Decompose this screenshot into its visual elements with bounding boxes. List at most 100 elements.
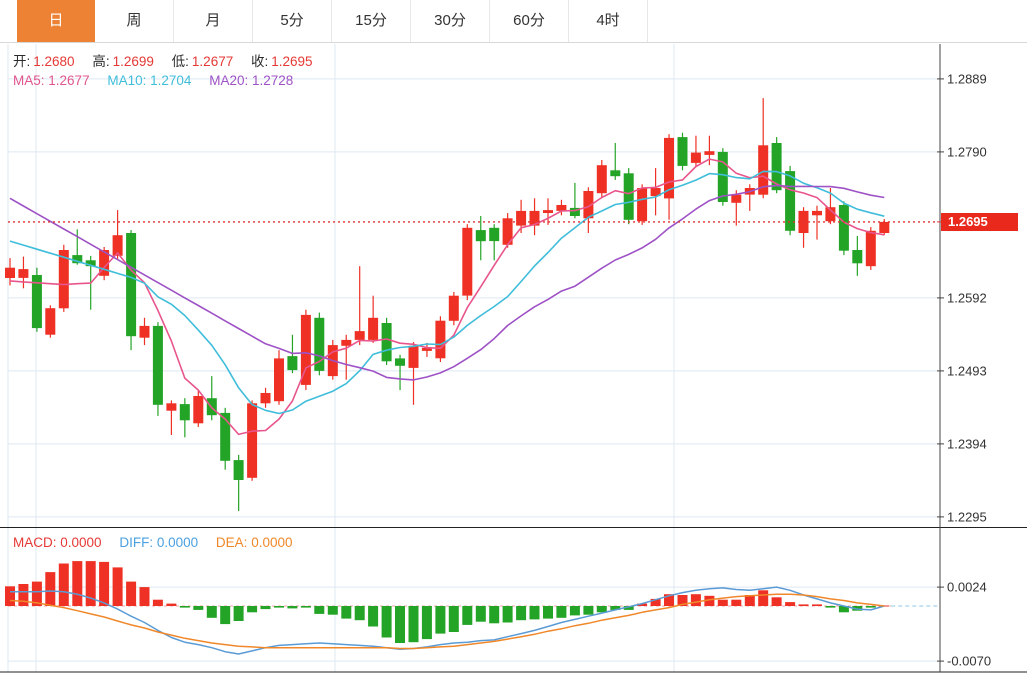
macd-bar [569, 606, 580, 616]
macd-bar [758, 590, 769, 606]
candle-body [838, 205, 849, 251]
ma10-line [9, 170, 885, 415]
macd-bar [516, 606, 527, 621]
macd-bar [556, 606, 567, 618]
macd-bar [206, 606, 217, 618]
ma20-label: MA20: [209, 73, 249, 88]
macd-bar [152, 599, 163, 606]
macd-bar [274, 606, 284, 608]
tab-5min[interactable]: 5分 [253, 0, 332, 42]
open-value: 1.2680 [33, 54, 75, 69]
candle-body [274, 358, 284, 402]
macd-bar [489, 606, 500, 624]
macd-bar [435, 606, 446, 634]
timeframe-tabbar: 日周月 5分 15分 30分 60分 4时 [0, 0, 1027, 43]
diff-value: 0.0000 [156, 535, 199, 550]
open-label: 开: [13, 54, 31, 69]
candle-body [381, 323, 392, 362]
candle-body [58, 250, 69, 309]
macd-bar [166, 603, 177, 606]
macd-bar [637, 603, 648, 606]
candle-body [623, 173, 634, 220]
candle-body [462, 227, 473, 296]
candlestick-series [5, 98, 890, 511]
candle-body [287, 356, 298, 371]
candle-body [637, 188, 648, 222]
macd-bar [650, 598, 661, 606]
candle-body [516, 210, 527, 226]
ma10-label: MA10: [107, 73, 147, 88]
macd-bar [395, 606, 405, 643]
axis-tick-label: 1.2790 [947, 144, 987, 159]
ma20-line [9, 184, 885, 381]
tab-30min[interactable]: 30分 [411, 0, 490, 42]
macd-bar [475, 606, 486, 622]
candle-body [300, 314, 311, 385]
macd-bar [610, 606, 621, 610]
macd-bar [583, 606, 594, 615]
axis-tick-label: 1.2889 [947, 71, 987, 86]
candle-body [395, 358, 405, 366]
close-label: 收: [250, 54, 269, 69]
tab-15min[interactable]: 15分 [332, 0, 411, 42]
candle-body [18, 269, 29, 278]
macd-bar [287, 606, 298, 609]
macd-bar [812, 604, 822, 606]
candle-body [85, 260, 96, 267]
macd-legend: MACD: 0.0000 DIFF: 0.0000 DEA: 0.0000 [13, 535, 306, 550]
candle-body [690, 152, 701, 163]
macd-bar [731, 599, 742, 606]
dea-label: DEA: [215, 535, 248, 550]
macd-bar [664, 594, 674, 606]
axis-tick-label: 1.2394 [947, 436, 987, 451]
macd-bar [368, 606, 379, 627]
macd-bar [785, 602, 796, 606]
macd-bar [341, 606, 352, 619]
macd-bar [838, 606, 849, 613]
candle-body [31, 275, 42, 329]
macd-bar [300, 606, 311, 608]
macd-bar [771, 597, 782, 606]
macd-bar [825, 606, 836, 608]
candle-body [314, 317, 325, 371]
macd-bar [690, 594, 701, 606]
macd-bar [5, 586, 15, 606]
candle-body [233, 460, 244, 480]
macd-bar [233, 606, 244, 621]
macd-bar [865, 606, 876, 608]
macd-bar [502, 606, 513, 623]
candle-body [717, 151, 728, 202]
tab-day[interactable]: 日 [17, 0, 95, 42]
candle-body [448, 295, 459, 321]
candle-body [72, 255, 83, 264]
tab-month[interactable]: 月 [174, 0, 253, 42]
candle-body [435, 320, 446, 359]
candle-body [502, 218, 513, 245]
macd-label: MACD: [13, 535, 57, 550]
tab-60min[interactable]: 60分 [490, 0, 569, 42]
close-value: 1.2695 [271, 54, 313, 69]
macd-bar [421, 606, 432, 640]
macd-bar [744, 595, 755, 606]
ma5-value: 1.2677 [48, 73, 90, 88]
macd-bar [18, 584, 29, 606]
axis-tick-label: 1.2592 [947, 290, 987, 305]
candle-body [677, 137, 688, 166]
tab-week[interactable]: 周 [95, 0, 174, 42]
candle-body [704, 151, 715, 155]
candle-body [731, 194, 742, 203]
tab-4hour[interactable]: 4时 [569, 0, 648, 42]
low-value: 1.2677 [191, 54, 234, 69]
ohlc-legend: 开: 1.2680 高: 1.2699 低: 1.2677 收: 1.2695 [13, 50, 327, 70]
high-value: 1.2699 [112, 54, 154, 69]
candle-body [421, 348, 432, 351]
axis-tick-label: 1.2493 [947, 363, 987, 378]
candle-body [408, 345, 419, 368]
candle-body [664, 137, 674, 199]
dea-line [9, 593, 885, 650]
candle-body [139, 325, 150, 338]
dea-value: 0.0000 [251, 535, 293, 550]
ma10-value: 1.2704 [150, 73, 192, 88]
